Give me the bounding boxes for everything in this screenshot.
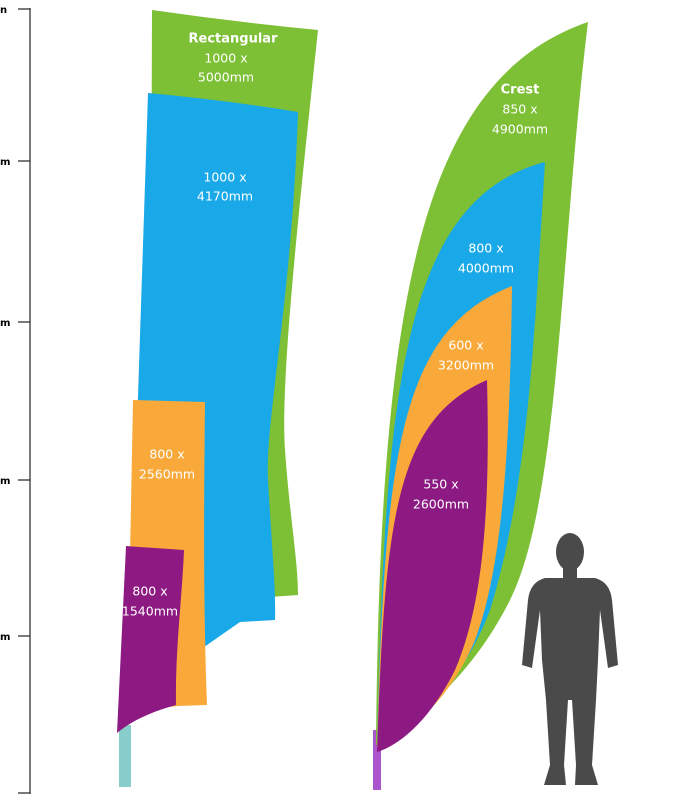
rectangular-flags <box>117 10 318 787</box>
flag-size: 850 x <box>502 102 537 117</box>
person-silhouette <box>522 533 618 785</box>
flag-size: 550 x <box>423 477 458 492</box>
flag-size: 2560mm <box>139 467 195 482</box>
pole <box>373 730 381 790</box>
flag-size: 800 x <box>132 584 167 599</box>
flag-size: 1000 x <box>204 51 247 66</box>
scale-label: n <box>0 5 7 16</box>
flag-size: 1540mm <box>122 604 178 619</box>
flag-size: 4900mm <box>492 122 548 137</box>
flag-size: 800 x <box>149 447 184 462</box>
scale-label: m <box>0 632 10 643</box>
flag-size: 3200mm <box>438 358 494 373</box>
flag-size: 1000 x <box>203 170 246 185</box>
flag-size: 800 x <box>468 241 503 256</box>
flag-title: Rectangular <box>189 32 279 47</box>
flag-title: Crest <box>501 83 540 98</box>
scale-label: m <box>0 157 10 168</box>
flag-size: 4170mm <box>197 189 253 204</box>
flag-size: 2600mm <box>413 497 469 512</box>
flag-purple <box>117 546 184 733</box>
flag-size: 600 x <box>448 338 483 353</box>
flag-size: 5000mm <box>198 70 254 85</box>
scale-label: m <box>0 318 10 329</box>
crest-flags <box>373 22 588 790</box>
height-scale <box>18 8 31 794</box>
pole <box>119 725 131 787</box>
scale-label: m <box>0 476 10 487</box>
flag-purple <box>377 380 488 752</box>
flag-size: 4000mm <box>458 261 514 276</box>
